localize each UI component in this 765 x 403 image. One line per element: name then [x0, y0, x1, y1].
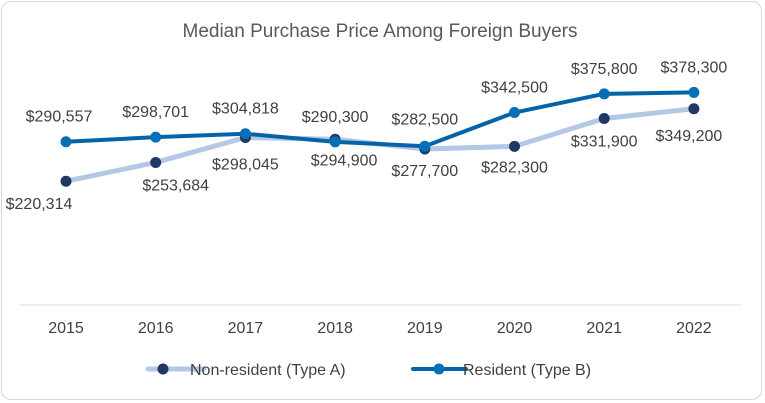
data-label-resident: $290,557	[26, 109, 93, 126]
data-point-resident	[329, 136, 341, 148]
data-label-non-resident: $294,900	[311, 152, 378, 169]
data-label-resident: $342,500	[481, 80, 548, 97]
x-tick-label: 2017	[228, 320, 264, 337]
series-layer	[60, 86, 700, 187]
data-labels: $220,314 $253,684$298,045 $294,900 $277,700…	[6, 59, 728, 213]
data-label-resident: $375,800	[571, 61, 638, 78]
data-label-non-resident: $298,045	[212, 157, 279, 174]
data-point-resident	[60, 136, 72, 148]
data-point-resident	[509, 107, 520, 119]
data-point-resident	[598, 88, 610, 100]
x-tick-label: 2016	[138, 320, 174, 337]
data-point-non-resident	[688, 103, 700, 115]
data-label-resident: $290,300	[302, 109, 369, 126]
data-point-non-resident	[60, 175, 72, 187]
x-tick-label: 2018	[317, 320, 353, 337]
series-line-resident	[64, 90, 696, 149]
x-tick-label: 2022	[676, 320, 712, 337]
data-label-non-resident: $349,200	[656, 128, 723, 145]
chart-title: Median Purchase Price Among Foreign Buye…	[183, 21, 578, 42]
data-point-resident	[239, 128, 251, 140]
x-tick-label: 2015	[48, 320, 84, 337]
x-tick-label: 2019	[407, 320, 443, 337]
data-label-non-resident: $253,684	[142, 177, 209, 194]
data-point-non-resident	[150, 156, 162, 168]
data-point-non-resident	[509, 140, 520, 152]
legend-marker-non-resident	[157, 363, 169, 375]
data-label-resident: $304,818	[212, 101, 279, 118]
data-point-resident	[419, 140, 431, 152]
data-point-non-resident	[598, 113, 610, 125]
data-label-resident: $282,500	[391, 111, 458, 128]
data-label-non-resident: $282,300	[481, 159, 548, 176]
legend-label-resident: Resident (Type B)	[463, 362, 591, 379]
legend-label-non-resident: Non-resident (Type A)	[190, 362, 346, 379]
data-label-resident: $298,701	[122, 104, 189, 121]
x-axis: 2015 2016 2017 2018 2019 2020 2021 2022	[20, 304, 741, 337]
data-label-non-resident: $331,900	[571, 134, 638, 151]
data-label-non-resident: $220,314	[6, 196, 73, 213]
data-point-resident	[150, 131, 162, 143]
legend-marker-resident	[433, 363, 445, 375]
x-tick-label: 2020	[497, 320, 533, 337]
data-point-resident	[688, 86, 700, 98]
x-tick-label: 2021	[586, 320, 622, 337]
data-label-non-resident: $277,700	[391, 163, 458, 180]
legend: Non-resident (Type A) Resident (Type B)	[145, 362, 591, 379]
data-label-resident: $378,300	[661, 59, 728, 76]
